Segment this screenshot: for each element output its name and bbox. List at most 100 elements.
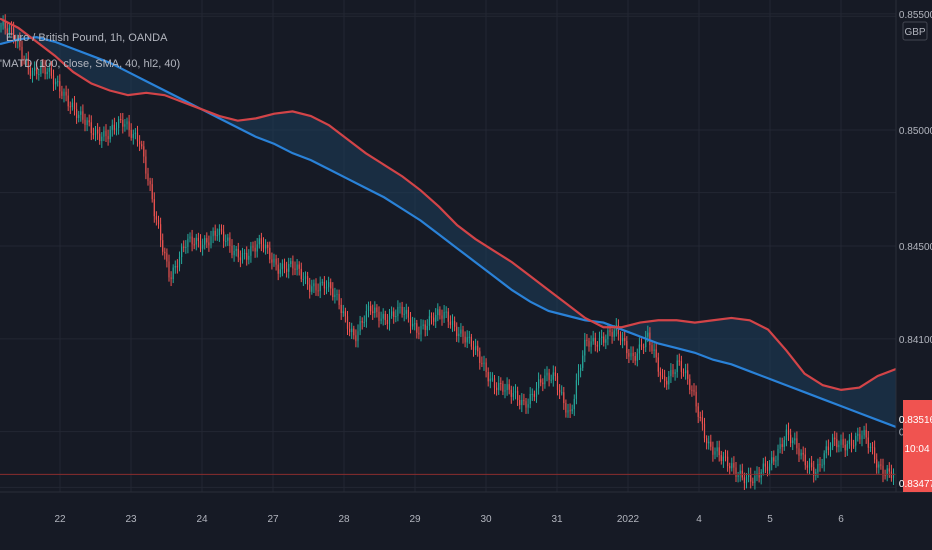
candle-body — [246, 252, 248, 260]
candle-body — [424, 324, 426, 331]
candle-body — [55, 81, 57, 85]
candle-body — [653, 349, 655, 352]
candle-body — [275, 258, 277, 265]
candle-body — [760, 472, 762, 478]
candle-body — [391, 311, 393, 316]
candle-body — [626, 341, 628, 354]
candle-body — [405, 309, 407, 314]
candle-body — [231, 246, 233, 256]
candle-body — [50, 67, 52, 76]
candle-body — [773, 457, 775, 462]
bar-countdown: 10:04 — [904, 444, 929, 455]
candle-body — [777, 448, 779, 461]
candle-body — [565, 403, 567, 413]
candle-body — [296, 264, 298, 271]
candle-body — [13, 28, 15, 40]
candle-body — [105, 130, 107, 137]
candle-body — [346, 316, 349, 329]
candle-body — [491, 378, 493, 380]
candle-body — [178, 257, 181, 268]
x-tick-label: 2022 — [617, 514, 640, 525]
candle-body — [464, 336, 466, 343]
candle-body — [412, 323, 414, 327]
candle-body — [743, 477, 745, 484]
candle-body — [258, 238, 260, 245]
candle-body — [613, 330, 615, 337]
last-price-value: 0.83516 — [899, 415, 932, 426]
candle-body — [149, 180, 151, 185]
candle-body — [262, 244, 265, 249]
candle-body — [323, 281, 325, 289]
candle-body — [678, 360, 680, 362]
candle-body — [493, 378, 496, 388]
candle-body — [223, 231, 225, 242]
candle-body — [78, 114, 80, 118]
candle-body — [124, 124, 126, 127]
candle-body — [498, 382, 500, 391]
candle-body — [367, 305, 370, 311]
candle-body — [265, 244, 267, 249]
candle-body — [330, 282, 332, 289]
candle-body — [554, 372, 556, 377]
candle-body — [428, 316, 430, 326]
candle-body — [92, 133, 94, 136]
candle-body — [592, 337, 594, 342]
candle-body — [722, 456, 724, 462]
candle-body — [624, 338, 626, 342]
candle-body — [731, 463, 733, 469]
candle-body — [880, 464, 882, 466]
candle-body — [298, 264, 300, 269]
currency-badge[interactable] — [902, 21, 928, 41]
candle-body — [510, 389, 512, 397]
candle-body — [548, 372, 550, 380]
candle-body — [695, 391, 697, 407]
candle-body — [657, 357, 659, 372]
candle-body — [672, 370, 674, 375]
candle-body — [659, 371, 661, 376]
candle-body — [859, 433, 861, 440]
candle-body — [164, 251, 166, 254]
candle-body — [460, 329, 462, 334]
candle-body — [496, 387, 498, 391]
candle-body — [315, 283, 317, 291]
candle-body — [609, 330, 611, 333]
candle-body — [865, 429, 867, 438]
candle-body — [233, 250, 235, 256]
candle-body — [676, 360, 678, 373]
candle-body — [160, 224, 162, 241]
candle-body — [523, 399, 525, 402]
candle-body — [4, 21, 6, 29]
candle-body — [214, 230, 216, 236]
candle-body — [88, 120, 90, 123]
candle-body — [727, 456, 729, 467]
candle-body — [84, 119, 86, 125]
candle-body — [237, 248, 239, 258]
candle-body — [825, 446, 827, 454]
candle-body — [836, 439, 838, 448]
candle-body — [643, 346, 645, 348]
candle-body — [168, 261, 170, 278]
candle-body — [393, 311, 395, 317]
candle-body — [384, 313, 386, 321]
candle-body — [38, 73, 40, 75]
time-axis[interactable]: 22 23 24 27 28 29 30 31 2022 4 5 6 — [54, 514, 844, 525]
last-price-label — [903, 400, 932, 492]
x-tick-label: 23 — [125, 514, 137, 525]
candle-body — [181, 246, 183, 258]
candle-body — [376, 307, 378, 312]
candle-body — [735, 467, 737, 477]
candle-body — [697, 406, 699, 417]
candle-body — [611, 332, 613, 337]
candle-body — [113, 124, 115, 130]
candle-body — [351, 328, 353, 333]
candle-body — [397, 306, 399, 317]
candle-body — [76, 109, 78, 118]
candle-body — [819, 463, 821, 466]
candle-body — [40, 65, 42, 74]
x-tick-label: 29 — [409, 514, 421, 525]
candle-body — [300, 268, 302, 280]
candle-body — [834, 437, 836, 440]
indicator-label[interactable]: "MATD (100, close, SMA, 40, hl2, 40) — [0, 58, 180, 70]
